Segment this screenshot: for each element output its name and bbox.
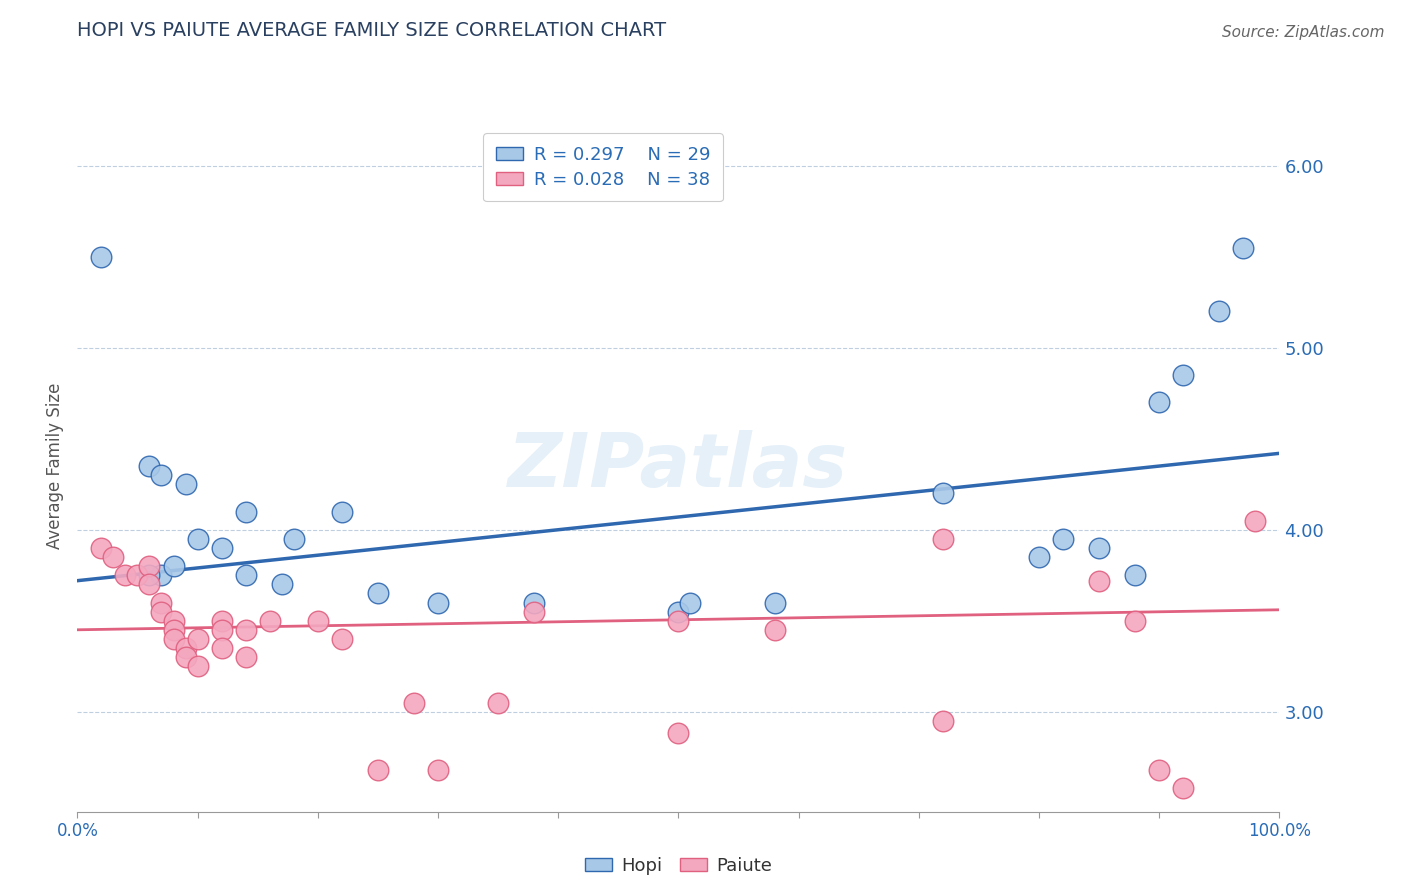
Point: [187, 632, 209, 646]
Point: [1149, 395, 1171, 409]
Point: [367, 763, 389, 777]
Point: [138, 568, 160, 582]
Point: [330, 632, 353, 646]
Point: [90, 250, 112, 264]
Point: [1244, 514, 1267, 528]
Point: [486, 696, 509, 710]
Point: [932, 714, 955, 728]
Text: ZIPatlas: ZIPatlas: [509, 430, 848, 502]
Point: [1173, 780, 1195, 795]
Point: [679, 595, 702, 609]
Point: [427, 595, 450, 609]
Point: [174, 640, 197, 655]
Point: [162, 614, 184, 628]
Point: [103, 549, 125, 564]
Point: [114, 568, 136, 582]
Point: [150, 468, 173, 483]
Point: [211, 623, 233, 637]
Point: [1149, 763, 1171, 777]
Point: [235, 568, 257, 582]
Point: [138, 559, 160, 574]
Legend: Hopi, Paiute: Hopi, Paiute: [578, 850, 779, 882]
Point: [150, 595, 173, 609]
Point: [150, 568, 173, 582]
Point: [307, 614, 329, 628]
Point: [668, 614, 690, 628]
Point: [211, 541, 233, 555]
Point: [427, 763, 450, 777]
Point: [235, 650, 257, 665]
Point: [932, 532, 955, 546]
Text: Source: ZipAtlas.com: Source: ZipAtlas.com: [1222, 25, 1385, 40]
Point: [174, 650, 197, 665]
Point: [1208, 304, 1230, 318]
Point: [402, 696, 425, 710]
Point: [1123, 614, 1146, 628]
Point: [259, 614, 281, 628]
Point: [138, 459, 160, 474]
Point: [211, 614, 233, 628]
Point: [1088, 541, 1111, 555]
Point: [127, 568, 149, 582]
Point: [187, 532, 209, 546]
Y-axis label: Average Family Size: Average Family Size: [46, 383, 65, 549]
Point: [1123, 568, 1146, 582]
Point: [330, 504, 353, 518]
Point: [283, 532, 305, 546]
Point: [235, 504, 257, 518]
Point: [211, 640, 233, 655]
Point: [763, 623, 786, 637]
Point: [523, 605, 546, 619]
Point: [174, 477, 197, 491]
Point: [932, 486, 955, 500]
Point: [138, 577, 160, 591]
Point: [162, 623, 184, 637]
Point: [270, 577, 292, 591]
Point: [763, 595, 786, 609]
Point: [367, 586, 389, 600]
Point: [90, 541, 112, 555]
Point: [1052, 532, 1074, 546]
Point: [1028, 549, 1050, 564]
Point: [523, 595, 546, 609]
Point: [150, 605, 173, 619]
Point: [668, 726, 690, 740]
Point: [1173, 368, 1195, 383]
Point: [1232, 241, 1254, 255]
Point: [187, 659, 209, 673]
Point: [162, 632, 184, 646]
Text: HOPI VS PAIUTE AVERAGE FAMILY SIZE CORRELATION CHART: HOPI VS PAIUTE AVERAGE FAMILY SIZE CORRE…: [77, 21, 666, 40]
Point: [668, 605, 690, 619]
Point: [162, 559, 184, 574]
Point: [1088, 574, 1111, 588]
Point: [235, 623, 257, 637]
